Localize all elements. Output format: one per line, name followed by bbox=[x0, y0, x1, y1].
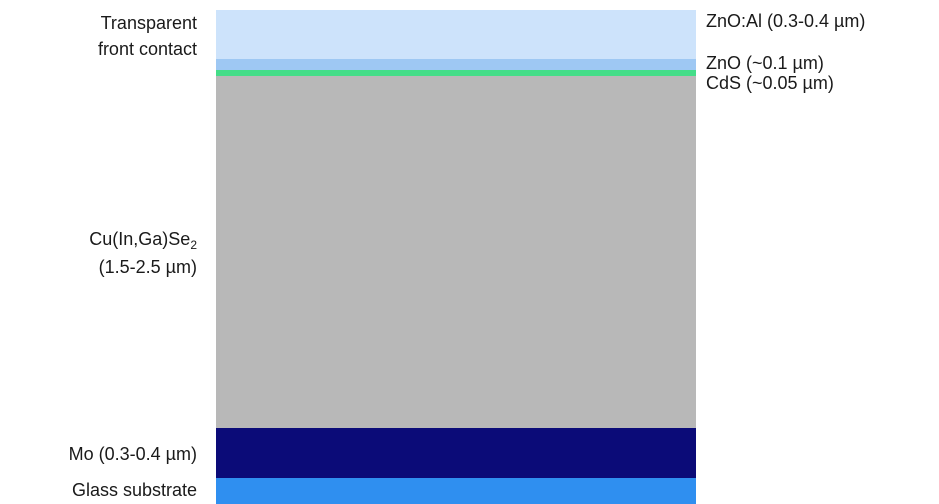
absorber-thickness: (1.5-2.5 µm) bbox=[98, 257, 197, 277]
front-contact-line2: front contact bbox=[97, 39, 197, 59]
absorber-formula-subscript: 2 bbox=[190, 238, 197, 252]
zno-al-label: ZnO:Al (0.3-0.4 µm) bbox=[706, 11, 866, 31]
zno-label: ZnO (~0.1 µm) bbox=[706, 53, 824, 73]
cigs-layer bbox=[216, 76, 696, 428]
front-contact-label: Transparent front contact bbox=[98, 12, 197, 60]
zno-layer bbox=[216, 59, 696, 70]
cds-label: CdS (~0.05 µm) bbox=[706, 73, 834, 93]
zno-al-layer bbox=[216, 10, 696, 59]
glass-label: Glass substrate bbox=[71, 480, 197, 500]
absorber-label: Cu(In,Ga)Se2 (1.5-2.5 µm) bbox=[89, 228, 197, 278]
absorber-formula-text: Cu(In,Ga)Se bbox=[89, 229, 191, 249]
glass-layer bbox=[216, 478, 696, 504]
cds-layer bbox=[216, 70, 696, 76]
front-contact-line1: Transparent bbox=[100, 13, 197, 33]
mo-label: Mo (0.3-0.4 µm) bbox=[68, 444, 197, 464]
mo-layer bbox=[216, 428, 696, 478]
layer-stack bbox=[216, 10, 696, 504]
absorber-formula: Cu(In,Ga)Se2 bbox=[89, 228, 197, 252]
